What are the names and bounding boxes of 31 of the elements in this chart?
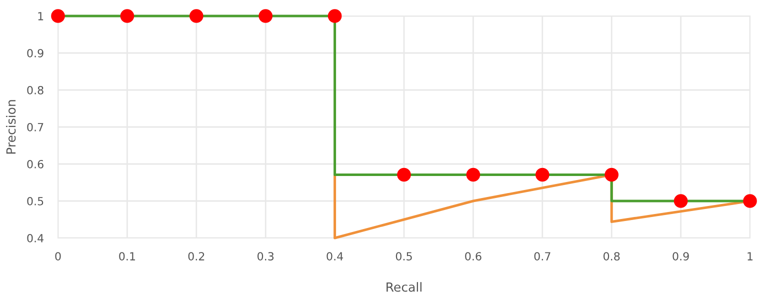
x-tick-label: 0.9 <box>672 252 689 260</box>
x-tick-label: 0.7 <box>534 252 550 260</box>
x-tick-label: 0.5 <box>396 252 412 260</box>
point <box>328 9 342 23</box>
x-tick-label: 0.4 <box>326 252 344 260</box>
point <box>604 168 619 182</box>
point <box>743 194 757 208</box>
point <box>535 168 550 182</box>
y-tick-label: 0.4 <box>27 234 44 242</box>
y-tick-label: 1 <box>38 12 44 20</box>
y-tick-label: 0.6 <box>27 160 44 168</box>
x-axis-title: Recall <box>386 282 422 292</box>
point <box>397 168 411 182</box>
point <box>120 9 134 23</box>
y-axis-title: Precision <box>6 100 16 154</box>
x-tick-label: 0.1 <box>119 252 136 260</box>
y-tick-label: 0.7 <box>27 122 44 132</box>
x-tick-label: 1 <box>748 252 753 260</box>
y-tick-label: 0.9 <box>27 48 44 58</box>
point <box>258 9 273 23</box>
point <box>674 194 688 208</box>
x-tick-label: 0.2 <box>188 252 204 260</box>
y-tick-label: 0.8 <box>27 86 44 94</box>
x-tick-label: 0.8 <box>604 252 620 260</box>
point <box>51 9 65 23</box>
x-tick-label: 0 <box>55 252 61 260</box>
y-tick-label: 0.5 <box>27 196 44 206</box>
point <box>189 9 204 23</box>
point <box>466 168 480 182</box>
x-tick-label: 0.3 <box>258 252 274 260</box>
x-tick-label: 0.6 <box>465 252 482 260</box>
